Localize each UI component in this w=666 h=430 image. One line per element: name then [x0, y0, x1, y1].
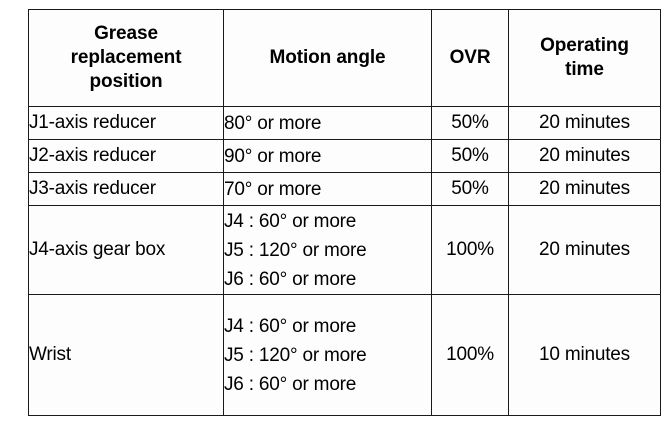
column-header-position: Grease replacement position: [28, 9, 224, 107]
cell-operating-time-text: 10 minutes: [539, 344, 630, 365]
column-header-position-line-2: replacement: [70, 47, 182, 68]
column-header-operating-time-line-1: Operating: [540, 35, 629, 56]
cell-motion-angle-line: J4 : 60° or more: [224, 315, 357, 337]
cell-position: Wrist: [28, 294, 224, 416]
cell-motion-angle: J4 : 60° or more J5 : 120° or more J6 : …: [223, 205, 432, 295]
cell-motion-angle-line: J4 : 60° or more: [224, 210, 357, 232]
cell-motion-angle-lines: 70° or more: [224, 175, 431, 204]
cell-operating-time: 20 minutes: [508, 106, 661, 140]
cell-operating-time-text: 20 minutes: [539, 178, 630, 199]
cell-ovr-text: 50%: [451, 112, 489, 133]
cell-motion-angle-lines: 80° or more: [224, 109, 431, 138]
cell-position: J3-axis reducer: [28, 172, 224, 206]
cell-motion-angle-line: 90° or more: [224, 145, 322, 167]
column-header-operating-time: Operating time: [508, 9, 661, 107]
cell-operating-time-text: 20 minutes: [539, 145, 630, 166]
cell-motion-angle-line: 70° or more: [224, 178, 322, 200]
cell-operating-time: 20 minutes: [508, 205, 661, 295]
table-container: Grease replacement position Motion angle…: [28, 9, 661, 416]
cell-operating-time: 20 minutes: [508, 172, 661, 206]
cell-ovr: 100%: [431, 205, 509, 295]
table-row: J2-axis reducer 90° or more 50% 20 minut…: [28, 139, 661, 173]
cell-ovr-text: 50%: [451, 145, 489, 166]
cell-operating-time-text: 20 minutes: [539, 239, 630, 260]
column-header-position-line-1: Grease: [94, 23, 158, 44]
cell-position-text: Wrist: [29, 344, 71, 365]
cell-ovr: 50%: [431, 172, 509, 206]
cell-motion-angle-line: 80° or more: [224, 112, 322, 134]
cell-motion-angle-line: J6 : 60° or more: [224, 268, 357, 290]
cell-operating-time-text: 20 minutes: [539, 112, 630, 133]
cell-operating-time: 20 minutes: [508, 139, 661, 173]
column-header-motion-angle-line-1: Motion angle: [269, 47, 386, 68]
cell-position-text: J4-axis gear box: [29, 239, 166, 260]
cell-motion-angle-lines: J4 : 60° or more J5 : 120° or more J6 : …: [224, 312, 431, 399]
cell-position: J2-axis reducer: [28, 139, 224, 173]
table-row: Wrist J4 : 60° or more J5 : 120° or more…: [28, 294, 661, 416]
table-header-row: Grease replacement position Motion angle…: [28, 9, 661, 107]
table-row: J1-axis reducer 80° or more 50% 20 minut…: [28, 106, 661, 140]
table-row: J4-axis gear box J4 : 60° or more J5 : 1…: [28, 205, 661, 295]
column-header-motion-angle: Motion angle: [223, 9, 432, 107]
cell-ovr: 100%: [431, 294, 509, 416]
column-header-ovr-line-1: OVR: [449, 47, 491, 68]
column-header-position-line-3: position: [89, 71, 163, 92]
cell-ovr-text: 100%: [446, 239, 494, 260]
column-header-operating-time-line-2: time: [565, 59, 604, 80]
cell-ovr: 50%: [431, 139, 509, 173]
cell-motion-angle: 90° or more: [223, 139, 432, 173]
cell-ovr: 50%: [431, 106, 509, 140]
cell-ovr-text: 50%: [451, 178, 489, 199]
cell-motion-angle: J4 : 60° or more J5 : 120° or more J6 : …: [223, 294, 432, 416]
cell-ovr-text: 100%: [446, 344, 494, 365]
grease-replacement-table: Grease replacement position Motion angle…: [28, 9, 661, 416]
cell-position: J4-axis gear box: [28, 205, 224, 295]
cell-position: J1-axis reducer: [28, 106, 224, 140]
cell-motion-angle-line: J6 : 60° or more: [224, 373, 357, 395]
cell-motion-angle-lines: J4 : 60° or more J5 : 120° or more J6 : …: [224, 207, 431, 294]
cell-motion-angle-line: J5 : 120° or more: [224, 239, 367, 261]
column-header-ovr: OVR: [431, 9, 509, 107]
cell-motion-angle: 80° or more: [223, 106, 432, 140]
cell-motion-angle: 70° or more: [223, 172, 432, 206]
cell-position-text: J3-axis reducer: [29, 178, 156, 199]
cell-position-text: J2-axis reducer: [29, 145, 156, 166]
table-row: J3-axis reducer 70° or more 50% 20 minut…: [28, 172, 661, 206]
cell-motion-angle-lines: 90° or more: [224, 142, 431, 171]
cell-motion-angle-line: J5 : 120° or more: [224, 344, 367, 366]
cell-operating-time: 10 minutes: [508, 294, 661, 416]
cell-position-text: J1-axis reducer: [29, 112, 156, 133]
